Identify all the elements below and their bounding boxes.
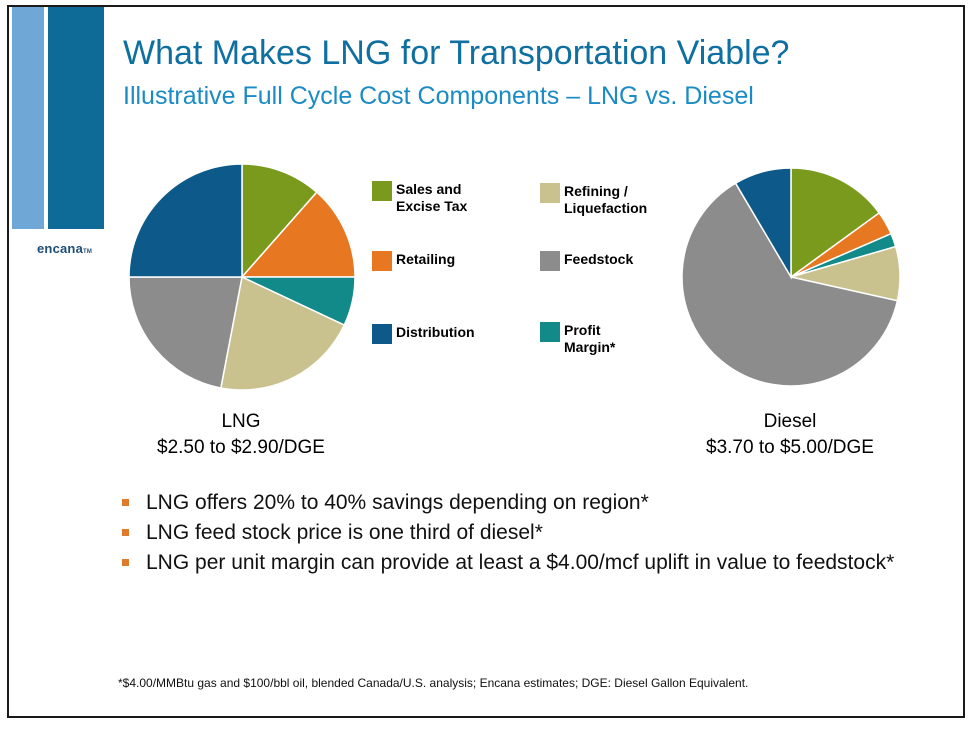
legend-item-retailing: Retailing [372,251,455,271]
legend-item-feedstock: Feedstock [540,251,633,271]
slide-title: What Makes LNG for Transportation Viable… [123,34,790,72]
legend-item-distribution: Distribution [372,324,475,344]
legend-label: Feedstock [564,251,634,267]
bullet-square-icon [122,499,129,506]
footnote: *$4.00/MMBtu gas and $100/bbl oil, blend… [118,676,749,690]
lng-pie-label: LNG [221,411,261,432]
legend-item-refining: Refining / Liquefaction [540,183,647,217]
diesel-pie-label: Diesel [763,411,817,432]
lng-pie-chart [128,163,356,391]
legend-label: Distribution [396,324,475,340]
legend-swatch [540,183,560,203]
legend-swatch [372,324,392,344]
pie-slice-refining-liquefaction [219,275,346,391]
legend-swatch [540,322,560,342]
slide: encanaTM [7,5,965,718]
pie-slice-feedstock [128,276,243,389]
slide-subtitle: Illustrative Full Cycle Cost Components … [123,82,754,110]
pie-slice-sales-and-excise-tax [790,167,881,279]
decorative-bar-dark [44,7,104,229]
bullet-item: LNG per unit margin can provide at least… [118,550,918,576]
legend-label: Refining / Liquefaction [564,183,648,216]
lng-pie-range: $2.50 to $2.90/DGE [157,437,325,458]
legend-label: Retailing [396,251,456,267]
pie-slice-sales-and-excise-tax [241,163,318,279]
legend-swatch [540,251,560,271]
bullet-item: LNG offers 20% to 40% savings depending … [118,490,918,516]
legend-item-profit-margin: Profit Margin* [540,322,615,356]
decorative-bar-gap [44,7,48,229]
bullet-item: LNG feed stock price is one third of die… [118,520,918,546]
legend-item-sales-tax: Sales and Excise Tax [372,181,467,215]
pie-slice-distribution [128,163,243,278]
bullet-list: LNG offers 20% to 40% savings depending … [118,490,918,580]
pie-slice-distribution [734,167,792,280]
pie-slice-retailing [240,191,356,278]
diesel-pie-caption: Diesel $3.70 to $5.00/DGE [690,409,890,461]
pie-slice-feedstock [681,182,899,387]
legend-label: Sales and Excise Tax [396,181,468,214]
bullet-square-icon [122,529,129,536]
diesel-pie-chart [681,167,901,387]
bullet-square-icon [122,559,129,566]
diesel-pie-range: $3.70 to $5.00/DGE [706,437,874,458]
logo-trademark: TM [83,249,93,255]
company-logo: encanaTM [37,241,93,256]
lng-pie-caption: LNG $2.50 to $2.90/DGE [146,409,336,461]
decorative-bar-light [12,7,44,229]
legend-label: Profit Margin* [564,322,616,355]
legend-swatch [372,251,392,271]
legend-swatch [372,181,392,201]
